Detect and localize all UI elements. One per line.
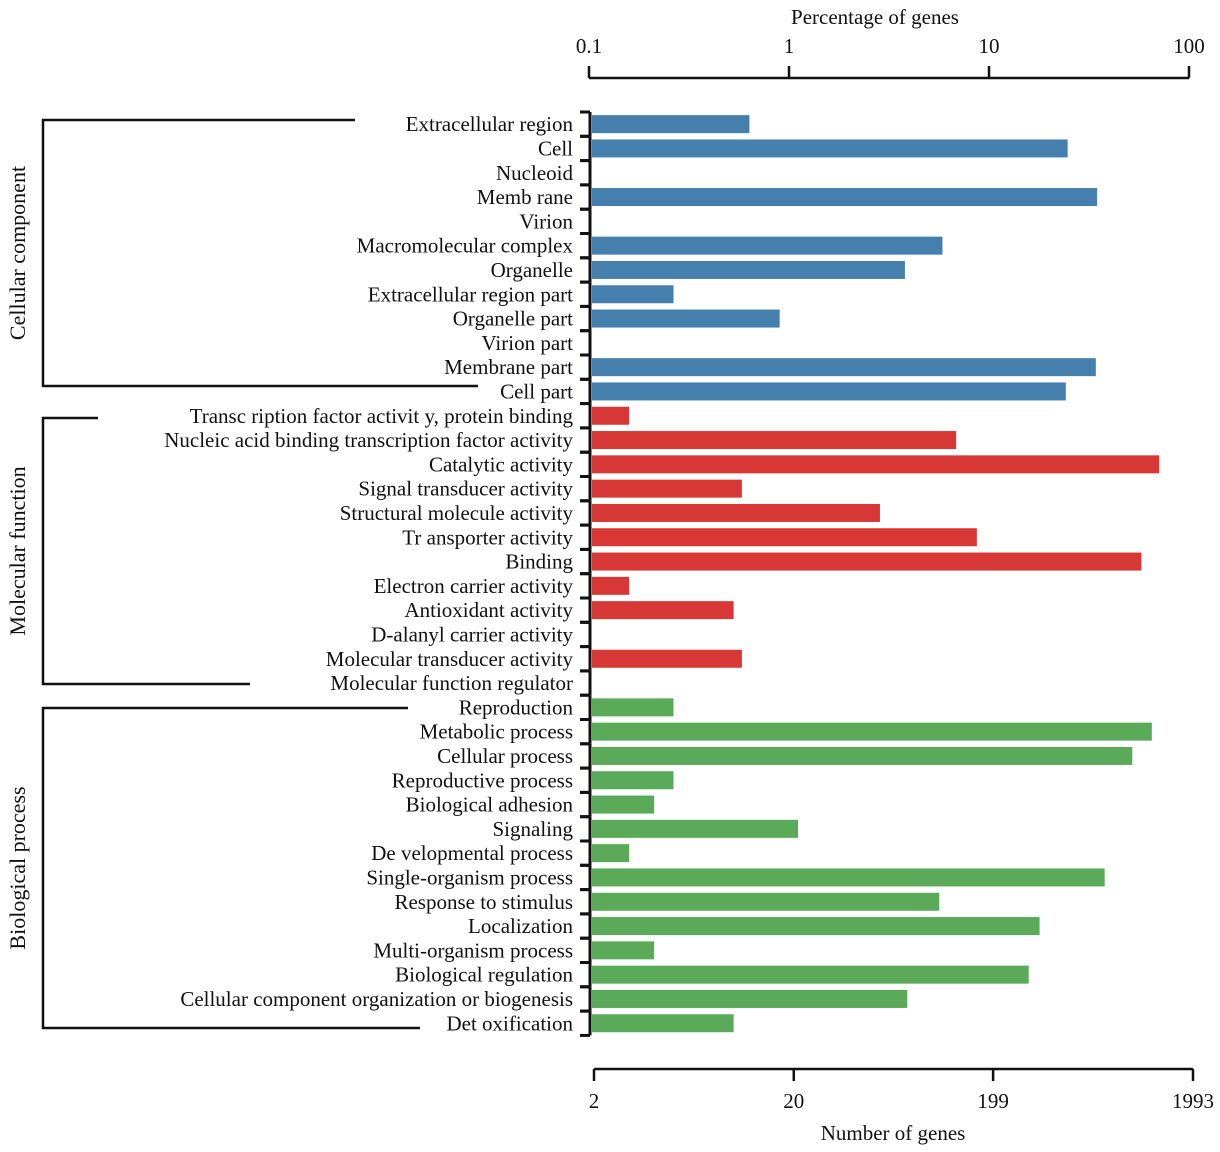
bar	[592, 892, 940, 911]
category-label: Biological regulation	[395, 963, 573, 987]
bottom-axis-tick-label: 2	[589, 1089, 600, 1113]
category-label: Molecular function regulator	[330, 671, 573, 695]
bar	[592, 746, 1133, 765]
bar	[592, 819, 799, 838]
category-label: Tr ansporter activity	[402, 525, 573, 549]
bar	[592, 576, 630, 595]
category-label: Antioxidant activity	[404, 598, 573, 622]
bar	[592, 479, 742, 498]
bar	[592, 965, 1029, 984]
category-label: Signaling	[492, 817, 573, 841]
group-label: Molecular function	[5, 466, 30, 635]
top-axis-tick-label: 10	[979, 34, 1000, 58]
bar	[592, 431, 957, 450]
category-label: Structural molecule activity	[340, 501, 574, 525]
category-label: Cell part	[500, 379, 573, 403]
group-bracket: Molecular function	[5, 416, 250, 686]
category-label: Virion	[519, 209, 573, 233]
category-label: Macromolecular complex	[357, 234, 574, 258]
category-groups: Cellular component Molecular function Biol…	[5, 118, 478, 1030]
category-label: Biological adhesion	[406, 793, 574, 817]
bar	[592, 406, 630, 425]
category-label: Extracellular region	[406, 112, 574, 136]
bar	[592, 917, 1040, 936]
group-bracket: Biological process	[5, 706, 420, 1030]
bar	[592, 188, 1098, 207]
category-label: Det oxification	[446, 1011, 573, 1035]
group-bracket-line	[41, 416, 250, 686]
bar	[592, 358, 1096, 377]
bar	[592, 503, 880, 522]
category-label: Reproductive process	[392, 768, 573, 792]
category-label: De velopmental process	[371, 841, 573, 865]
bar	[592, 795, 655, 814]
category-label: Molecular transducer activity	[326, 647, 574, 671]
top-axis: Percentage of genes 0.1 1 10 100	[576, 5, 1205, 80]
bar	[592, 309, 780, 328]
category-label: Organelle	[491, 258, 573, 282]
bar	[592, 722, 1152, 741]
group-bracket-line	[41, 118, 478, 388]
bottom-axis-tick-label: 199	[977, 1089, 1009, 1113]
bar	[592, 382, 1066, 401]
bar	[592, 115, 750, 134]
top-axis-title: Percentage of genes	[791, 5, 959, 29]
bar	[592, 941, 655, 960]
category-label: Cell	[538, 136, 573, 160]
top-axis-tick-label: 1	[784, 34, 795, 58]
bar	[592, 552, 1142, 571]
bar	[592, 139, 1068, 158]
category-label: Single-organism process	[366, 865, 573, 889]
bar	[592, 528, 977, 547]
category-label: Electron carrier activity	[374, 574, 574, 598]
top-axis-tick-label: 0.1	[576, 34, 602, 58]
category-label: Catalytic activity	[429, 452, 574, 476]
group-bracket: Cellular component	[5, 118, 478, 388]
category-label: Reproduction	[459, 695, 574, 719]
category-label: Cellular component organization or bioge…	[180, 987, 573, 1011]
bar	[592, 285, 674, 304]
category-label: Localization	[468, 914, 573, 938]
category-label: Binding	[505, 550, 573, 574]
category-label: Cellular process	[437, 744, 573, 768]
bar	[592, 1014, 734, 1033]
bottom-axis-title: Number of genes	[821, 1121, 966, 1145]
bar	[592, 455, 1160, 474]
group-label: Cellular component	[5, 166, 30, 340]
group-bracket-line	[41, 706, 420, 1030]
bars	[592, 115, 1160, 1033]
bar	[592, 260, 905, 279]
bar	[592, 868, 1105, 887]
category-label: Response to stimulus	[394, 890, 573, 914]
category-label: Signal transducer activity	[358, 477, 573, 501]
category-label: Organelle part	[453, 307, 573, 331]
bottom-axis-tick-label: 20	[783, 1089, 804, 1113]
category-label: D-alanyl carrier activity	[371, 622, 573, 646]
bar	[592, 601, 734, 620]
category-label: Membrane part	[444, 355, 573, 379]
bar	[592, 236, 943, 255]
group-label: Biological process	[5, 786, 30, 949]
bottom-axis: Number of genes 2 20 199 1993	[589, 1067, 1214, 1145]
bar	[592, 844, 630, 863]
category-label: Metabolic process	[420, 720, 573, 744]
bar	[592, 989, 908, 1008]
category-label: Nucleoid	[496, 161, 573, 185]
category-label: Multi-organism process	[373, 938, 573, 962]
category-label: Memb rane	[477, 185, 573, 209]
bar	[592, 649, 742, 668]
bottom-axis-tick-label: 1993	[1172, 1089, 1214, 1113]
category-label: Virion part	[482, 331, 574, 355]
category-label: Nucleic acid binding transcription facto…	[164, 428, 573, 452]
category-label: Transc ription factor activit y, protein…	[190, 404, 574, 428]
bar	[592, 698, 674, 717]
bar	[592, 771, 674, 790]
top-axis-tick-label: 100	[1173, 34, 1205, 58]
category-label: Extracellular region part	[368, 282, 573, 306]
